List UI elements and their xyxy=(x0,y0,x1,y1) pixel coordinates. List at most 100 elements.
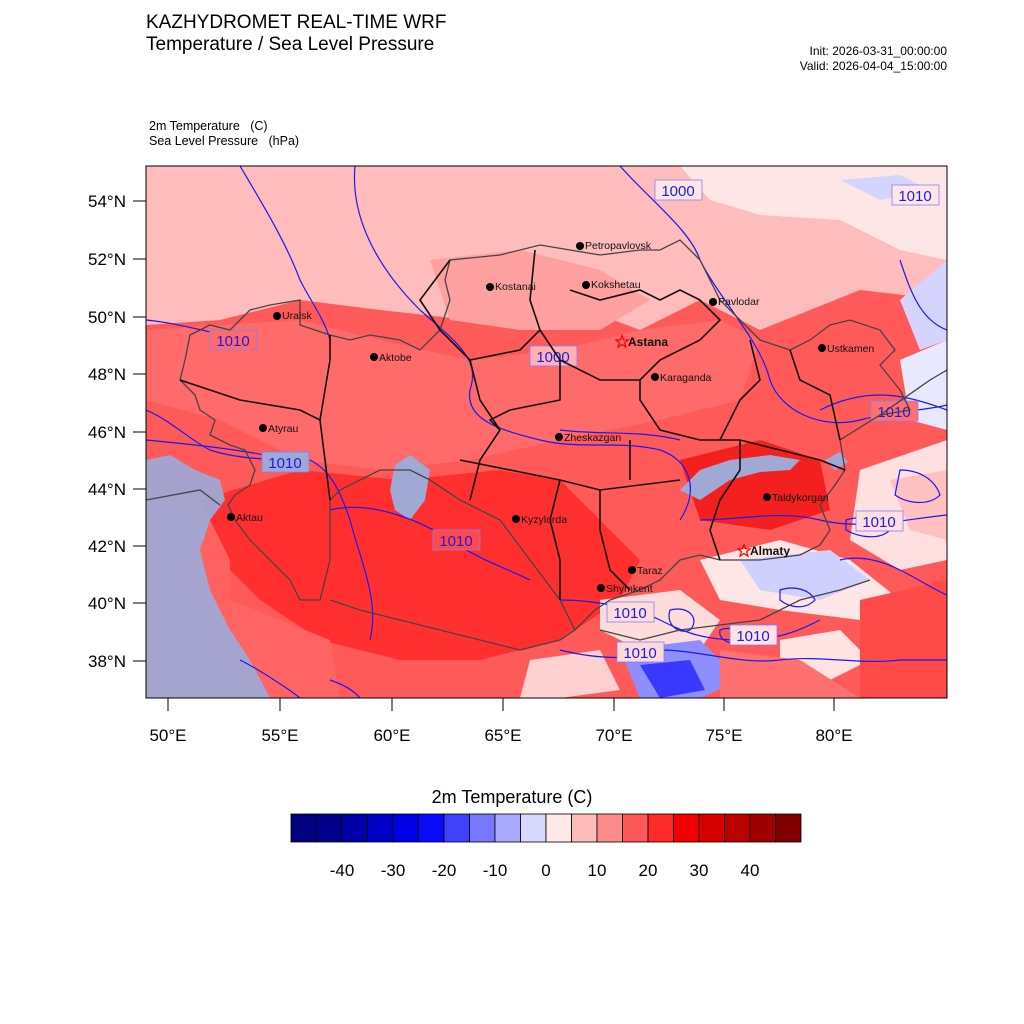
isobar-label: 1010 xyxy=(261,451,310,473)
svg-text:1010: 1010 xyxy=(216,333,249,350)
svg-text:40°N: 40°N xyxy=(88,594,126,613)
svg-text:42°N: 42°N xyxy=(88,537,126,556)
colorbar-swatch xyxy=(443,813,470,843)
svg-text:80°E: 80°E xyxy=(815,726,852,745)
svg-text:Zheskazgan: Zheskazgan xyxy=(564,432,621,444)
colorbar-swatch xyxy=(596,813,623,843)
city-pavlodar: Pavlodar xyxy=(709,296,760,308)
svg-text:1010: 1010 xyxy=(268,455,301,472)
colorbar-swatch xyxy=(469,813,496,843)
colorbar-tick-label: 10 xyxy=(587,861,607,880)
colorbar-swatch xyxy=(775,813,802,843)
colorbar-title: 2m Temperature (C) xyxy=(431,787,593,807)
colorbar-tick-label: -10 xyxy=(482,861,508,880)
svg-text:60°E: 60°E xyxy=(373,726,410,745)
svg-text:Petropavlovsk: Petropavlovsk xyxy=(585,240,652,252)
isobar-label: 1010 xyxy=(432,529,481,551)
colorbar-swatch xyxy=(571,813,598,843)
city-atyrau: Atyrau xyxy=(259,423,299,435)
svg-text:1010: 1010 xyxy=(862,514,895,531)
svg-text:1010: 1010 xyxy=(613,605,646,622)
isobar-label: 1010 xyxy=(616,641,665,663)
colorbar-swatch xyxy=(494,813,521,843)
svg-text:54°N: 54°N xyxy=(88,192,126,211)
svg-text:Ustkamen: Ustkamen xyxy=(827,343,874,355)
city-astana: Astana xyxy=(614,333,668,349)
init-time: Init: 2026-03-31_00:00:00 xyxy=(809,44,947,58)
city-kyzylorda: Kyzylorda xyxy=(512,514,567,526)
colorbar-tick-label: -20 xyxy=(431,861,457,880)
svg-text:Karaganda: Karaganda xyxy=(660,372,712,384)
water-bodies xyxy=(146,452,848,698)
city-kokshetau: Kokshetau xyxy=(582,279,641,291)
city-aktau: Aktau xyxy=(227,512,263,524)
country-border xyxy=(146,239,947,651)
isobar-label: 1010 xyxy=(606,601,655,623)
city-almaty: Almaty xyxy=(736,542,790,558)
colorbar-swatch xyxy=(418,813,445,843)
svg-text:Almaty: Almaty xyxy=(750,544,790,558)
isobar-label: 1000 xyxy=(529,345,578,367)
pressure-label: Sea Level Pressure (hPa) xyxy=(149,134,300,148)
svg-text:1000: 1000 xyxy=(661,183,694,200)
svg-text:Kokshetau: Kokshetau xyxy=(591,279,641,291)
svg-text:48°N: 48°N xyxy=(88,365,126,384)
colorbar-swatch xyxy=(316,813,343,843)
svg-text:Taraz: Taraz xyxy=(637,565,663,577)
svg-text:1010: 1010 xyxy=(439,533,472,550)
city-aktobe: Aktobe xyxy=(370,352,412,364)
region-borders xyxy=(179,249,846,600)
isobar-label: 1010 xyxy=(870,400,919,422)
longitude-axis: 50°E 55°E 60°E 65°E 70°E 75°E 80°E xyxy=(149,698,853,745)
colorbar xyxy=(290,813,802,843)
svg-text:75°E: 75°E xyxy=(705,726,742,745)
colorbar-swatch xyxy=(392,813,419,843)
isobar-labels: 1000 1010 1010 1000 1010 1010 1010 1010 … xyxy=(209,179,940,663)
svg-text:46°N: 46°N xyxy=(88,423,126,442)
svg-text:1010: 1010 xyxy=(623,645,656,662)
city-petropavlovsk: Petropavlovsk xyxy=(576,240,652,252)
svg-text:52°N: 52°N xyxy=(88,250,126,269)
svg-text:50°N: 50°N xyxy=(88,308,126,327)
svg-text:55°E: 55°E xyxy=(261,726,298,745)
city-karaganda: Karaganda xyxy=(651,372,712,384)
balkhash-lake xyxy=(680,455,800,500)
svg-text:65°E: 65°E xyxy=(484,726,521,745)
colorbar-swatch xyxy=(749,813,776,843)
colorbar-swatch xyxy=(622,813,649,843)
colorbar-tick-label: -40 xyxy=(329,861,355,880)
colorbar-swatch xyxy=(647,813,674,843)
isobars xyxy=(146,166,947,698)
city-kostanai: Kostanai xyxy=(486,281,536,293)
svg-text:1000: 1000 xyxy=(536,349,569,366)
variable-legend: 2m Temperature (C) Sea Level Pressure (h… xyxy=(149,119,299,149)
temperature-field xyxy=(146,166,947,698)
city-uralsk: Uralsk xyxy=(273,310,313,322)
city-taldykorgan: Taldykorgan xyxy=(763,492,829,504)
colorbar-swatch xyxy=(698,813,725,843)
latitude-axis: 54°N 52°N 50°N 48°N 46°N 44°N 42°N 40°N … xyxy=(88,192,146,671)
svg-text:1010: 1010 xyxy=(736,628,769,645)
colorbar-swatch xyxy=(341,813,368,843)
city-shymkent: Shymkent xyxy=(597,583,653,595)
isobar-label: 1010 xyxy=(209,329,258,351)
colorbar-swatch xyxy=(520,813,547,843)
svg-text:Aktobe: Aktobe xyxy=(379,352,412,364)
title-line-1: KAZHYDROMET REAL-TIME WRF xyxy=(146,12,447,33)
colorbar-tick-label: 40 xyxy=(740,861,760,880)
isobar-label: 1010 xyxy=(729,624,778,646)
colorbar-tick-label: 0 xyxy=(541,861,551,880)
aral-sea xyxy=(390,455,430,520)
svg-text:Shymkent: Shymkent xyxy=(606,583,653,595)
colorbar-swatch xyxy=(724,813,751,843)
temperature-label: 2m Temperature (C) xyxy=(149,119,268,133)
city-zheskazgan: Zheskazgan xyxy=(555,432,621,444)
colorbar-swatch xyxy=(290,813,317,843)
map-title: KAZHYDROMET REAL-TIME WRF Temperature / … xyxy=(146,12,447,56)
city-taraz: Taraz xyxy=(628,565,663,577)
city-ustkamen: Ustkamen xyxy=(818,343,874,355)
city-markers: Petropavlovsk Kostanai Kokshetau Uralsk … xyxy=(227,240,874,595)
colorbar-swatch xyxy=(545,813,572,843)
svg-text:50°E: 50°E xyxy=(149,726,186,745)
colorbar-tick-label: 20 xyxy=(638,861,658,880)
